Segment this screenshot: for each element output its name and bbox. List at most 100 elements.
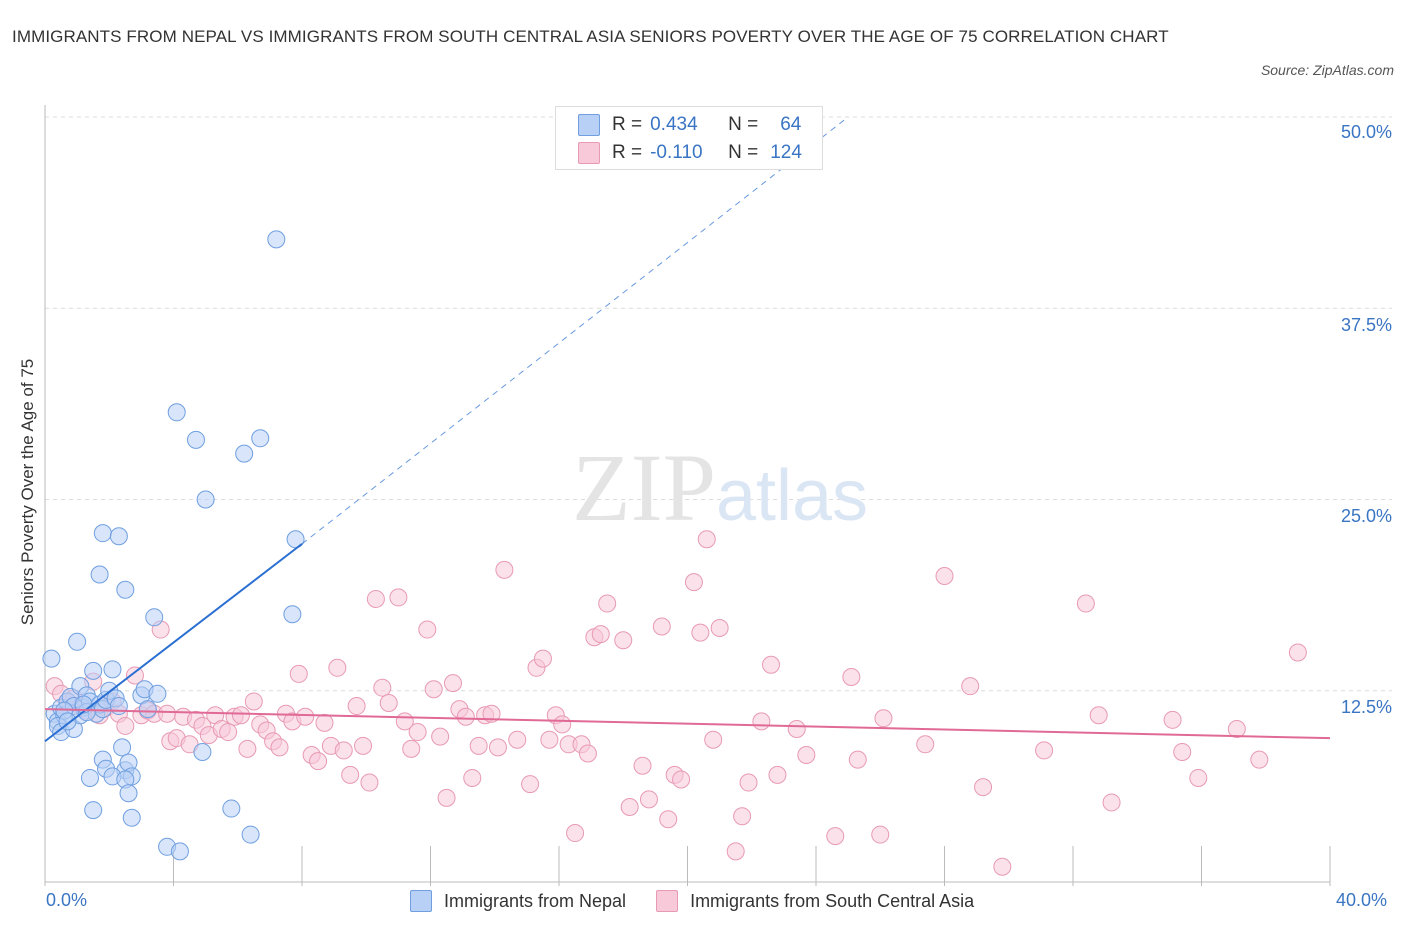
nepal-point (58, 712, 77, 731)
sca-point (463, 768, 482, 787)
nepal-trend-line (44, 543, 303, 743)
sca-trend-line (44, 708, 1331, 740)
legend-r-label: R = (612, 114, 643, 135)
sca-point (488, 738, 507, 757)
nepal-point (235, 444, 254, 463)
grid-lines (45, 116, 1392, 692)
sca-point (482, 704, 501, 723)
sca-point (614, 631, 633, 650)
sca-point (733, 807, 752, 826)
sca-point (354, 736, 373, 755)
sca-point (639, 790, 658, 809)
x-tick-min: 0.0% (46, 890, 88, 910)
sca-point (710, 619, 729, 638)
series-swatch-sca (656, 890, 679, 912)
legend-n-label: N = (728, 114, 759, 135)
series-name-sca: Immigrants from South Central Asia (690, 890, 975, 911)
sca-point (726, 842, 745, 861)
nepal-point (119, 784, 138, 803)
y-axis-label: Seniors Poverty Over the Age of 75 (18, 358, 37, 626)
sca-point (620, 798, 639, 817)
legend-swatch-sca (578, 142, 600, 164)
nepal-point (283, 605, 302, 624)
sca-point (591, 625, 610, 644)
sca-point (389, 588, 408, 607)
sca-points-layer (45, 530, 1307, 876)
sca-point (289, 664, 308, 683)
sca-point (456, 707, 475, 726)
sca-point (443, 674, 462, 693)
sca-point (739, 773, 758, 792)
nepal-point (90, 565, 109, 584)
legend-r-sca: -0.110 (650, 142, 703, 163)
sca-point (787, 720, 806, 738)
sca-point (469, 736, 488, 755)
legend-r-nepal: 0.434 (650, 114, 698, 135)
sca-point (238, 739, 257, 758)
sca-point (1102, 793, 1121, 812)
legend-n-sca: 124 (770, 142, 802, 163)
nepal-point (116, 580, 135, 599)
chart-title: IMMIGRANTS FROM NEPAL VS IMMIGRANTS FROM… (12, 27, 1169, 46)
nepal-point (84, 661, 103, 680)
sca-point (659, 810, 678, 829)
nepal-point (241, 825, 260, 844)
nepal-point (68, 632, 87, 651)
sca-point (1076, 594, 1095, 613)
sca-point (244, 692, 263, 711)
sca-point (768, 765, 787, 784)
sca-point (158, 704, 177, 723)
sca-point (219, 723, 238, 742)
sca-point (1035, 741, 1054, 760)
sca-point (684, 573, 703, 592)
axes (44, 105, 1331, 886)
sca-point (540, 730, 559, 749)
watermark: ZIPatlas (572, 434, 868, 541)
sca-point (598, 594, 617, 613)
sca-point (270, 738, 289, 757)
sca-point (328, 658, 347, 677)
legend: R = 0.434 N = 64 R = -0.110 N = 124 (555, 106, 823, 170)
sca-point (418, 620, 437, 639)
sca-point (125, 666, 144, 685)
sca-point (578, 744, 597, 763)
sca-point (402, 739, 421, 758)
nepal-point (42, 649, 61, 668)
sca-point (379, 693, 398, 712)
sca-point (315, 713, 334, 732)
sca-point (116, 716, 135, 735)
series-name-nepal: Immigrants from Nepal (444, 890, 627, 911)
sca-point (347, 697, 366, 716)
sca-point (752, 712, 771, 731)
nepal-point (145, 608, 164, 627)
nepal-point (138, 700, 157, 719)
nepal-point (84, 801, 103, 820)
sca-point (874, 709, 893, 728)
sca-point (495, 560, 514, 579)
nepal-point (122, 808, 141, 827)
sca-point (533, 649, 552, 668)
sca-point (691, 623, 710, 642)
sca-point (993, 857, 1012, 876)
nepal-point (167, 403, 186, 422)
nepal-point (170, 842, 189, 861)
y-tick-25: 25.0% (1340, 506, 1392, 526)
sca-point (652, 617, 671, 636)
nepal-point (251, 429, 270, 448)
sca-point (916, 735, 935, 754)
series-legend-sca[interactable]: Immigrants from South Central Asia (656, 890, 974, 912)
sca-point (521, 775, 540, 794)
series-legend-nepal[interactable]: Immigrants from Nepal (410, 890, 626, 912)
nepal-point (193, 742, 212, 761)
nepal-point (113, 738, 132, 757)
nepal-point (196, 490, 215, 509)
sca-point (341, 765, 360, 784)
legend-swatch-nepal (578, 114, 600, 136)
trend-lines (44, 116, 1331, 743)
legend-n-label: N = (728, 142, 759, 163)
sca-point (826, 827, 845, 846)
sca-point (935, 567, 954, 585)
x-tick-max: 40.0% (1336, 890, 1388, 910)
sca-point (961, 677, 980, 696)
nepal-trend-extension (301, 116, 849, 545)
